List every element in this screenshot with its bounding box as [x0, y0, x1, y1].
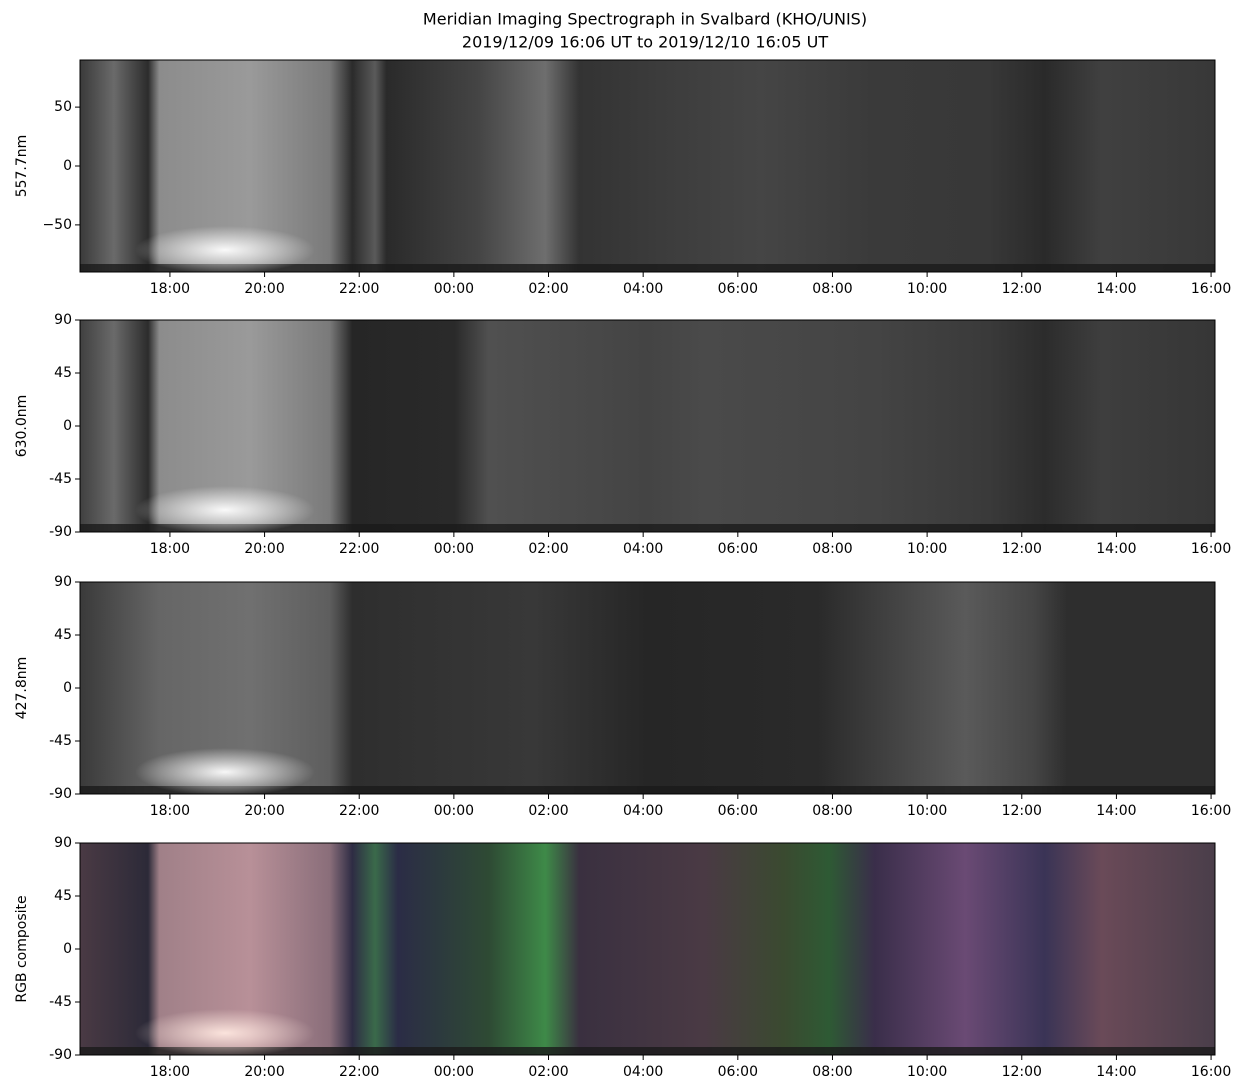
x-tick-label: 14:00	[1096, 541, 1136, 557]
y-tick-label: 0	[63, 418, 72, 434]
y-tick-label: 0	[63, 158, 72, 174]
y-tick-label: -90	[49, 1047, 72, 1063]
x-tick-label: 12:00	[1002, 1064, 1042, 1080]
x-tick-label: 02:00	[528, 281, 568, 297]
x-tick-label: 00:00	[434, 1064, 474, 1080]
x-tick-label: 16:00	[1191, 281, 1231, 297]
x-tick-label: 02:00	[528, 803, 568, 819]
keogram-image	[80, 582, 1215, 796]
y-tick-label: 90	[54, 574, 72, 590]
x-tick-label: 18:00	[150, 281, 190, 297]
aurora-glow	[135, 226, 315, 274]
x-tick-label: 02:00	[528, 1064, 568, 1080]
x-tick-label: 22:00	[339, 803, 379, 819]
x-tick-label: 00:00	[434, 803, 474, 819]
x-tick-label: 06:00	[718, 803, 758, 819]
x-tick-label: 18:00	[150, 803, 190, 819]
keogram-image	[80, 320, 1215, 534]
x-tick-label: 02:00	[528, 541, 568, 557]
keogram-image	[80, 843, 1215, 1057]
x-tick-label: 22:00	[339, 281, 379, 297]
y-axis-label: 557.7nm	[14, 135, 30, 198]
x-tick-label: 16:00	[1191, 1064, 1231, 1080]
y-axis-label: RGB composite	[14, 895, 30, 1002]
x-tick-label: 04:00	[623, 281, 663, 297]
x-tick-label: 14:00	[1096, 281, 1136, 297]
x-tick-label: 06:00	[718, 541, 758, 557]
x-tick-label: 04:00	[623, 541, 663, 557]
y-tick-label: 45	[54, 888, 72, 904]
x-tick-label: 00:00	[434, 281, 474, 297]
x-tick-label: 12:00	[1002, 803, 1042, 819]
x-tick-label: 08:00	[812, 541, 852, 557]
x-tick-label: 20:00	[244, 541, 284, 557]
x-tick-label: 04:00	[623, 803, 663, 819]
x-tick-label: 22:00	[339, 541, 379, 557]
x-tick-label: 20:00	[244, 281, 284, 297]
x-tick-label: 10:00	[907, 281, 947, 297]
x-tick-label: 08:00	[812, 803, 852, 819]
y-tick-label: 45	[54, 627, 72, 643]
y-tick-label: 50	[54, 99, 72, 115]
x-tick-label: 20:00	[244, 803, 284, 819]
y-tick-label: -45	[49, 471, 72, 487]
y-tick-label: 90	[54, 835, 72, 851]
x-tick-label: 04:00	[623, 1064, 663, 1080]
image-bottom-band	[80, 1047, 1215, 1055]
subtitle: 2019/12/09 16:06 UT to 2019/12/10 16:05 …	[462, 33, 828, 52]
x-tick-label: 12:00	[1002, 541, 1042, 557]
y-tick-label: 0	[63, 680, 72, 696]
y-tick-label: -45	[49, 733, 72, 749]
aurora-glow	[135, 1009, 315, 1057]
y-tick-label: -90	[49, 786, 72, 802]
x-tick-label: 16:00	[1191, 541, 1231, 557]
title: Meridian Imaging Spectrograph in Svalbar…	[423, 10, 867, 29]
x-tick-label: 08:00	[812, 1064, 852, 1080]
image-bottom-band	[80, 786, 1215, 794]
x-tick-label: 14:00	[1096, 803, 1136, 819]
aurora-glow	[135, 748, 315, 796]
x-tick-label: 00:00	[434, 541, 474, 557]
x-tick-label: 12:00	[1002, 281, 1042, 297]
y-axis-label: 427.8nm	[14, 657, 30, 720]
keogram-image	[80, 60, 1215, 274]
y-tick-label: -90	[49, 524, 72, 540]
x-tick-label: 20:00	[244, 1064, 284, 1080]
x-tick-label: 06:00	[718, 281, 758, 297]
x-tick-label: 18:00	[150, 541, 190, 557]
image-bottom-band	[80, 264, 1215, 272]
x-tick-label: 22:00	[339, 1064, 379, 1080]
x-tick-label: 18:00	[150, 1064, 190, 1080]
x-tick-label: 10:00	[907, 1064, 947, 1080]
x-tick-label: 16:00	[1191, 803, 1231, 819]
x-tick-label: 10:00	[907, 803, 947, 819]
y-tick-label: −50	[42, 217, 72, 233]
y-tick-label: 45	[54, 365, 72, 381]
y-tick-label: 90	[54, 312, 72, 328]
x-tick-label: 10:00	[907, 541, 947, 557]
y-axis-label: 630.0nm	[14, 395, 30, 458]
x-tick-label: 06:00	[718, 1064, 758, 1080]
y-tick-label: 0	[63, 941, 72, 957]
y-tick-label: -45	[49, 994, 72, 1010]
aurora-glow	[135, 486, 315, 534]
image-bottom-band	[80, 524, 1215, 532]
x-tick-label: 14:00	[1096, 1064, 1136, 1080]
x-tick-label: 08:00	[812, 281, 852, 297]
